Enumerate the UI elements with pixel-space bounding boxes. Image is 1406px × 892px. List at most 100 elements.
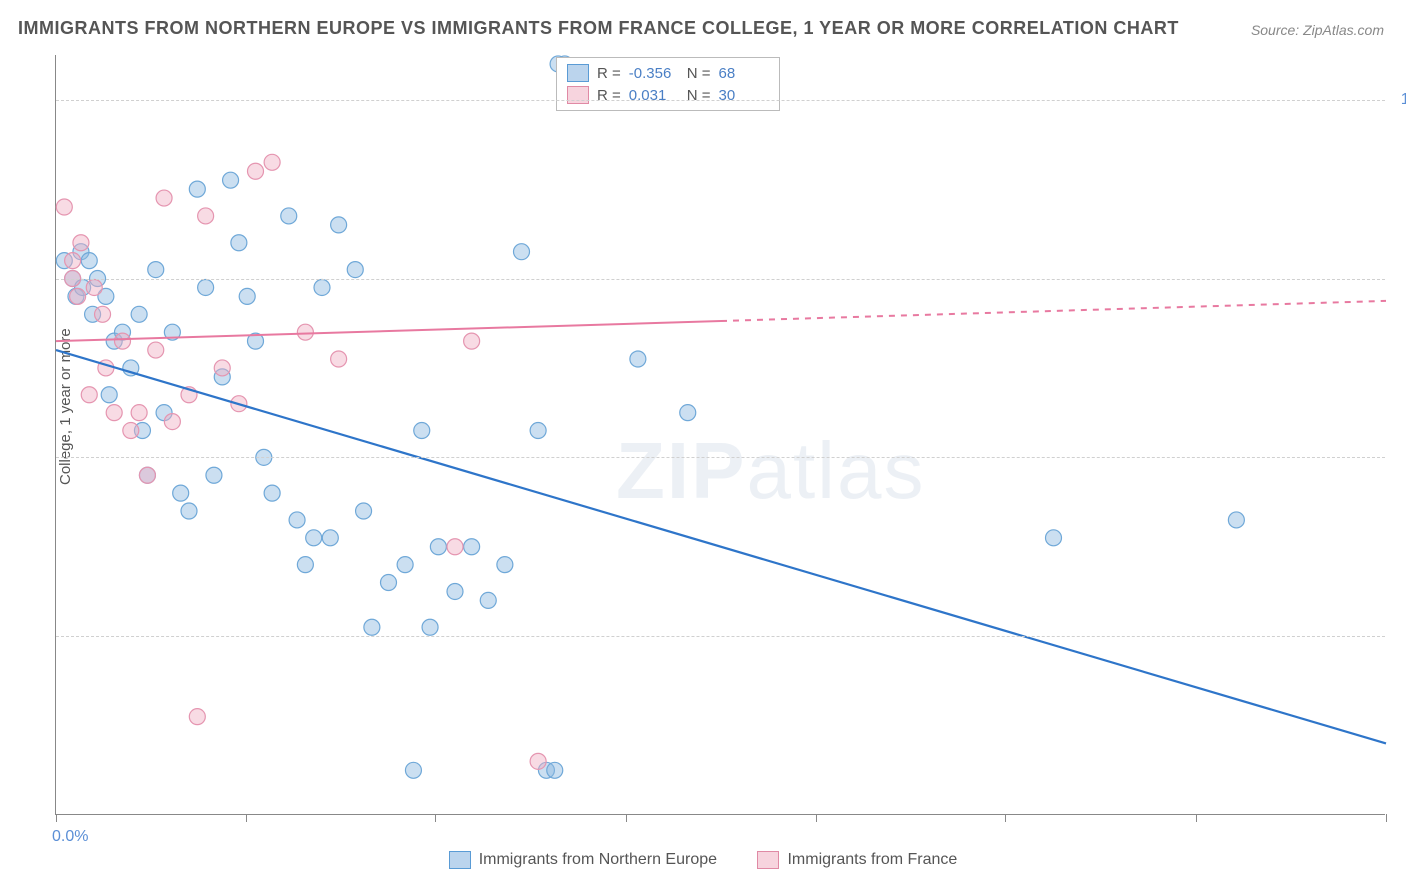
data-point	[139, 467, 155, 483]
data-point	[223, 172, 239, 188]
data-point	[148, 262, 164, 278]
data-point	[530, 423, 546, 439]
data-point	[1228, 512, 1244, 528]
data-point	[297, 557, 313, 573]
data-point	[1046, 530, 1062, 546]
data-point	[322, 530, 338, 546]
data-point	[430, 539, 446, 555]
trend-line	[56, 350, 1386, 743]
square-icon	[567, 64, 589, 82]
square-icon	[757, 851, 779, 869]
stat-n-label: N =	[687, 65, 711, 82]
x-tick	[56, 814, 57, 822]
data-point	[514, 244, 530, 260]
data-point	[81, 253, 97, 269]
data-point	[464, 333, 480, 349]
data-point	[248, 163, 264, 179]
data-point	[547, 762, 563, 778]
data-point	[264, 154, 280, 170]
data-point	[131, 405, 147, 421]
data-point	[381, 575, 397, 591]
y-tick-label: 80.0%	[1395, 270, 1406, 288]
legend-label: Immigrants from Northern Europe	[479, 851, 717, 869]
data-point	[86, 279, 102, 295]
data-point	[497, 557, 513, 573]
data-point	[264, 485, 280, 501]
data-point	[405, 762, 421, 778]
square-icon	[567, 86, 589, 104]
data-point	[306, 530, 322, 546]
data-point	[214, 360, 230, 376]
legend-label: Immigrants from France	[787, 851, 957, 869]
x-tick-max: 80.0%	[1395, 828, 1406, 846]
x-tick	[626, 814, 627, 822]
x-tick	[1005, 814, 1006, 822]
y-tick-label: 40.0%	[1395, 627, 1406, 645]
stat-n-value: 30	[719, 87, 769, 104]
square-icon	[449, 851, 471, 869]
data-point	[189, 709, 205, 725]
data-point	[680, 405, 696, 421]
data-point	[630, 351, 646, 367]
data-point	[189, 181, 205, 197]
stats-row-blue: R = -0.356 N = 68	[567, 62, 769, 84]
stat-n-label: N =	[687, 87, 711, 104]
x-tick	[1386, 814, 1387, 822]
data-point	[331, 351, 347, 367]
stats-legend-box: R = -0.356 N = 68 R = 0.031 N = 30	[556, 57, 780, 111]
data-point	[530, 753, 546, 769]
x-tick-min: 0.0%	[52, 828, 88, 846]
data-point	[65, 253, 81, 269]
data-point	[206, 467, 222, 483]
y-tick-label: 100.0%	[1395, 91, 1406, 109]
data-point	[164, 414, 180, 430]
stats-row-pink: R = 0.031 N = 30	[567, 84, 769, 106]
data-point	[70, 288, 86, 304]
data-point	[181, 503, 197, 519]
y-tick-label: 60.0%	[1395, 448, 1406, 466]
data-point	[156, 190, 172, 206]
data-point	[101, 387, 117, 403]
trend-line	[56, 321, 721, 341]
x-tick	[816, 814, 817, 822]
plot-region: ZIPatlas R = -0.356 N = 68 R = 0.031 N =…	[55, 55, 1385, 815]
data-point	[480, 592, 496, 608]
data-point	[73, 235, 89, 251]
stat-r-label: R =	[597, 65, 621, 82]
source-credit: Source: ZipAtlas.com	[1251, 22, 1384, 38]
data-point	[81, 387, 97, 403]
data-point	[56, 199, 72, 215]
data-point	[289, 512, 305, 528]
data-point	[364, 619, 380, 635]
data-point	[148, 342, 164, 358]
data-point	[115, 333, 131, 349]
data-point	[281, 208, 297, 224]
data-point	[347, 262, 363, 278]
data-point	[422, 619, 438, 635]
data-point	[297, 324, 313, 340]
data-point	[414, 423, 430, 439]
data-point	[331, 217, 347, 233]
legend-item-blue: Immigrants from Northern Europe	[449, 851, 717, 869]
stat-r-value: 0.031	[629, 87, 679, 104]
stat-r-label: R =	[597, 87, 621, 104]
data-point	[314, 279, 330, 295]
grid-line	[56, 457, 1385, 458]
data-point	[464, 539, 480, 555]
data-point	[447, 583, 463, 599]
data-point	[95, 306, 111, 322]
data-point	[173, 485, 189, 501]
x-tick	[1196, 814, 1197, 822]
data-point	[123, 423, 139, 439]
data-point	[356, 503, 372, 519]
x-tick	[246, 814, 247, 822]
grid-line	[56, 279, 1385, 280]
grid-line	[56, 636, 1385, 637]
data-point	[397, 557, 413, 573]
grid-line	[56, 100, 1385, 101]
data-point	[198, 208, 214, 224]
trend-line	[721, 301, 1386, 321]
bottom-legend: Immigrants from Northern Europe Immigran…	[0, 851, 1406, 874]
stat-n-value: 68	[719, 65, 769, 82]
x-tick	[435, 814, 436, 822]
